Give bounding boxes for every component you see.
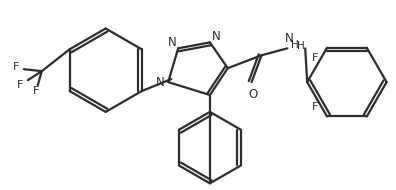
Text: N: N <box>285 32 294 45</box>
Text: F: F <box>17 80 23 90</box>
Text: F: F <box>13 62 19 72</box>
Text: N: N <box>168 36 177 49</box>
Text: F: F <box>32 86 39 96</box>
Text: F: F <box>312 53 318 63</box>
Text: N: N <box>211 30 220 43</box>
Text: H: H <box>297 41 305 51</box>
Text: N: N <box>156 76 165 89</box>
Text: H: H <box>291 40 299 50</box>
Text: F: F <box>312 102 318 112</box>
Text: O: O <box>248 88 257 101</box>
